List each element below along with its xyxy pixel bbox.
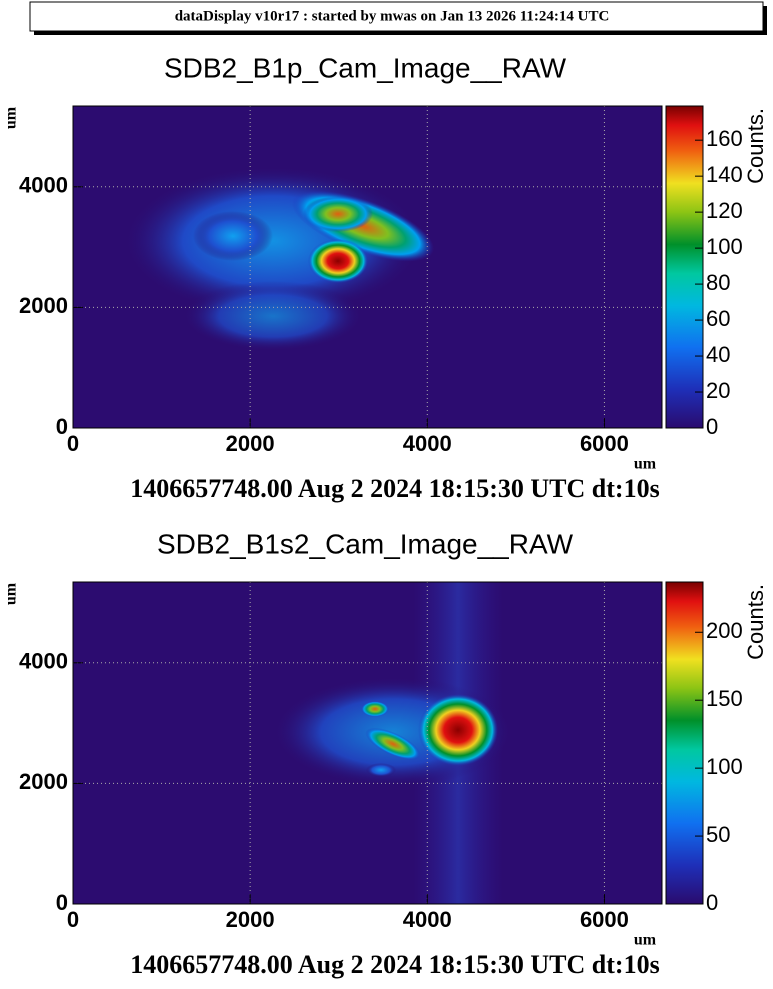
- color-bar-tick-label: 100: [706, 754, 743, 779]
- y-tick-label: 4000: [19, 173, 68, 198]
- x-tick-label: 0: [67, 431, 79, 456]
- color-bar-tick-label: 60: [706, 306, 730, 331]
- x-tick-label: 2000: [226, 907, 275, 932]
- image-feature: [361, 701, 389, 717]
- color-bar-tick-label: 80: [706, 270, 730, 295]
- subtitle: 1406657748.00 Aug 2 2024 18:15:30 UTC dt…: [130, 474, 659, 503]
- color-bar-tick-label: 150: [706, 686, 743, 711]
- color-bar-label: Counts.: [743, 584, 768, 660]
- image-feature: [303, 196, 373, 232]
- color-bar-label: Counts.: [743, 108, 768, 184]
- image: [123, 166, 435, 351]
- x-tick-label: 6000: [580, 907, 629, 932]
- x-tick-label: 0: [67, 907, 79, 932]
- color-bar-tick-label: 200: [706, 618, 743, 643]
- color-bar-tick-label: 160: [706, 126, 743, 151]
- subtitle: 1406657748.00 Aug 2 2024 18:15:30 UTC dt…: [130, 950, 659, 979]
- chart-title: SDB2_B1p_Cam_Image__RAW: [164, 52, 567, 83]
- color-bar-tick-label: 0: [706, 414, 718, 439]
- y-tick-label: 2000: [19, 769, 68, 794]
- image-feature: [193, 211, 273, 261]
- image-feature: [366, 763, 396, 777]
- x-tick-label: 6000: [580, 431, 629, 456]
- image-feature: [365, 727, 421, 761]
- color-bar: [665, 105, 704, 429]
- image-feature: [308, 239, 368, 283]
- color-bar-tick-label: 140: [706, 162, 743, 187]
- y-tick-label: 2000: [19, 293, 68, 318]
- y-tick-label: 0: [56, 414, 68, 439]
- image: [273, 582, 513, 904]
- x-tick-label: 4000: [403, 431, 452, 456]
- plot-frame: [72, 105, 663, 429]
- y-axis-label: um: [3, 582, 20, 605]
- color-bar: [665, 581, 704, 905]
- header-title: dataDisplay v10r17 : started by mwas on …: [175, 8, 610, 24]
- plot-frame: [72, 581, 663, 905]
- color-bar-tick-label: 0: [706, 890, 718, 915]
- color-bar-tick-label: 120: [706, 198, 743, 223]
- color-bar-tick-label: 20: [706, 378, 730, 403]
- color-bar-tick-label: 40: [706, 342, 730, 367]
- x-axis-label: um: [634, 456, 657, 473]
- x-tick-label: 4000: [403, 907, 452, 932]
- y-tick-label: 0: [56, 890, 68, 915]
- x-axis-label: um: [634, 932, 657, 949]
- y-tick-label: 4000: [19, 649, 68, 674]
- color-bar-tick-label: 50: [706, 822, 730, 847]
- image-feature: [418, 694, 498, 766]
- header-box: [29, 1, 764, 32]
- color-bar-tick-label: 100: [706, 234, 743, 259]
- y-axis-label: um: [3, 106, 20, 129]
- chart-title: SDB2_B1s2_Cam_Image__RAW: [157, 528, 574, 559]
- x-tick-label: 2000: [226, 431, 275, 456]
- image-feature: [183, 281, 363, 351]
